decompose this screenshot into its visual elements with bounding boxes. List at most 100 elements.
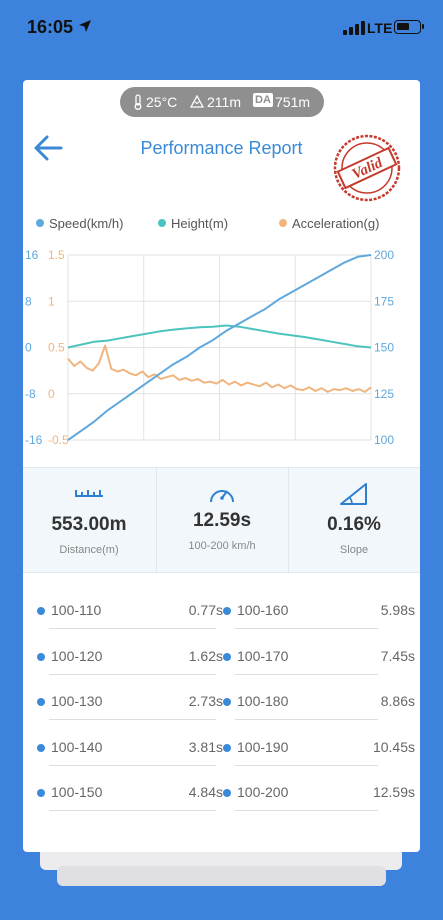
right-tick-label: 200	[374, 248, 394, 262]
split-bullet	[37, 698, 45, 706]
left-inner-tick-label: 1.5	[48, 248, 65, 262]
performance-chart: 16 8 0 -8 -16 1.5 1 0.5 0 -0.5 200 175 150 125 100	[25, 248, 394, 447]
divider	[156, 468, 157, 572]
stat-time: 12.59s 100-200 km/h	[156, 468, 288, 572]
row-divider	[235, 810, 378, 811]
distance-label: Distance(m)	[59, 544, 119, 556]
left-outer-tick-label: -8	[25, 387, 36, 401]
split-bullet	[37, 652, 45, 661]
speed-line	[67, 254, 372, 441]
cellular-signal-icon	[343, 21, 365, 35]
time-value: 12.59s	[192, 510, 252, 531]
split-bullet	[223, 607, 231, 615]
speed-legend-dot	[36, 219, 44, 227]
network-type: LTE	[367, 20, 393, 36]
left-inner-tick-label: -0.5	[48, 433, 69, 447]
report-card: 25°C 211m DA 751m Performance Report Val…	[23, 80, 420, 852]
time-label: 100-200 km/h	[188, 540, 256, 552]
mountain-icon	[190, 95, 204, 108]
temperature-value: 25°C	[146, 94, 178, 110]
split-bullet	[223, 789, 231, 797]
split-bullet	[223, 652, 231, 661]
left-inner-tick-label: 0	[48, 387, 55, 401]
left-outer-tick-label: 8	[25, 294, 32, 308]
split-range: 100-130	[51, 693, 103, 709]
row-divider	[49, 673, 216, 675]
battery-icon	[394, 20, 424, 34]
stat-distance: 553.00m Distance(m)	[23, 468, 155, 572]
distance-value: 553.00m	[51, 514, 127, 535]
split-bullet	[223, 698, 231, 706]
row-divider	[235, 764, 378, 766]
split-time: 10.45s	[372, 738, 415, 755]
legend-label: Speed(km/h)	[49, 216, 124, 231]
split-bullet	[37, 789, 45, 797]
right-tick-label: 125	[374, 387, 394, 401]
split-range: 100-110	[51, 602, 102, 618]
split-time: 1.62s	[188, 647, 223, 664]
legend-height: Height(m)	[158, 216, 228, 231]
split-time: 4.84s	[188, 784, 223, 800]
slope-icon	[340, 483, 367, 505]
split-range: 100-170	[237, 647, 289, 664]
height-legend-dot	[158, 219, 166, 227]
split-bullet	[37, 607, 45, 615]
row-divider	[235, 673, 378, 675]
acceleration-line	[67, 344, 372, 393]
split-time: 8.86s	[380, 693, 415, 709]
left-inner-tick-label: 0.5	[48, 341, 65, 355]
page-title: Performance Report	[140, 138, 303, 158]
split-time: 7.45s	[380, 647, 415, 664]
height-line	[67, 324, 372, 349]
legend-label: Acceleration(g)	[292, 216, 380, 231]
split-time: 2.73s	[188, 693, 223, 709]
split-time: 5.98s	[380, 602, 415, 618]
right-tick-label: 175	[374, 294, 394, 308]
back-arrow-icon[interactable]	[33, 134, 65, 162]
split-range: 100-120	[51, 647, 103, 664]
split-time: 12.59s	[372, 784, 415, 800]
legend-acceleration: Acceleration(g)	[279, 216, 379, 231]
split-bullet	[37, 743, 45, 752]
row-divider	[235, 628, 378, 629]
valid-stamp-icon: Valid	[333, 134, 401, 202]
split-range: 100-140	[51, 738, 103, 755]
density-altitude-value: 751m	[275, 94, 311, 110]
altitude-value: 211m	[207, 94, 241, 110]
split-range: 100-150	[51, 784, 103, 800]
status-bar: 16:05 LTE	[0, 0, 443, 60]
row-divider	[49, 719, 216, 720]
right-tick-label: 100	[374, 433, 394, 447]
environment-pill: 25°C 211m DA 751m	[120, 87, 324, 117]
location-arrow-icon	[79, 20, 91, 32]
clock-time: 16:05	[27, 17, 74, 37]
left-outer-tick-label: 0	[25, 341, 32, 355]
split-time: 0.77s	[188, 602, 223, 618]
acceleration-legend-dot	[279, 219, 287, 227]
split-range: 100-190	[237, 738, 289, 755]
legend-label: Height(m)	[171, 216, 229, 231]
stats-panel: 553.00m Distance(m) 12.59s 100-200 km/h …	[23, 467, 420, 573]
split-range: 100-160	[237, 602, 289, 618]
row-divider	[49, 810, 216, 811]
divider	[288, 468, 289, 572]
split-bullet	[223, 743, 231, 752]
speedometer-icon	[210, 490, 234, 503]
right-tick-label: 150	[374, 341, 394, 355]
split-range: 100-180	[237, 693, 289, 709]
left-inner-tick-label: 1	[48, 294, 55, 308]
thermometer-icon	[134, 94, 142, 110]
row-divider	[49, 628, 216, 629]
left-outer-tick-label: -16	[25, 433, 43, 447]
card-stack-shadow	[57, 866, 386, 886]
slope-label: Slope	[339, 544, 369, 556]
left-outer-tick-label: 16	[25, 248, 39, 262]
split-time: 3.81s	[188, 738, 223, 755]
ruler-icon	[75, 490, 103, 497]
row-divider	[49, 764, 216, 766]
row-divider	[235, 719, 378, 720]
slope-value: 0.16%	[327, 514, 381, 535]
stat-slope: 0.16% Slope	[288, 468, 420, 572]
legend-speed: Speed(km/h)	[36, 216, 123, 231]
da-badge: DA	[253, 93, 273, 107]
